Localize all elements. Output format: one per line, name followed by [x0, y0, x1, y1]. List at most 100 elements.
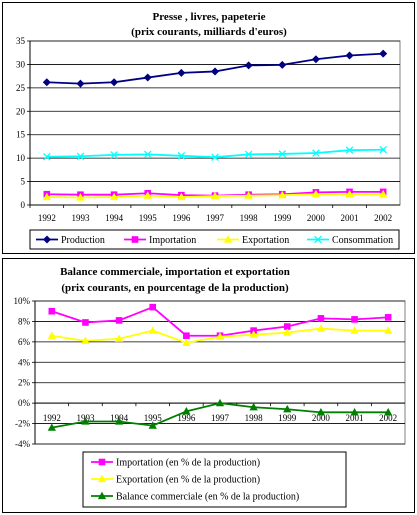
chart-1-point-s3-4	[143, 191, 152, 199]
chart-1-legend-marker	[131, 236, 139, 243]
chart-1-xtick-label: 1993	[71, 213, 90, 223]
chart-2-point-s1-3	[115, 317, 123, 324]
chart-1-xtick-label: 1999	[273, 213, 292, 223]
chart-2-xtick-label: 2002	[379, 413, 397, 423]
chart-1-series-line-4	[46, 148, 384, 159]
chart-1-point-s4-5	[177, 152, 186, 160]
chart-2-legend-label-2: Exportation (en % de la production)	[116, 475, 260, 486]
chart-1-xtick-label: 1997	[206, 213, 225, 223]
chart-2-ytick-label: 6%	[18, 337, 31, 347]
chart-1-point-s4-11	[379, 145, 387, 154]
chart-1-subtitle: (prix courants, milliards d'euros)	[131, 26, 287, 38]
chart-2-legend	[82, 451, 347, 508]
chart-2-point-s1-10	[351, 316, 358, 323]
chart-1-xtick-label: 1998	[240, 213, 259, 223]
chart-1-point-s1-3	[110, 78, 119, 87]
chart-1-point-s1-10	[345, 51, 354, 60]
chart-2-xtick-label: 1995	[144, 413, 163, 423]
chart-2-point-s2-9	[316, 324, 326, 332]
chart-1-title: Presse , livres, papeterie	[153, 11, 266, 23]
chart-1-point-s3-11	[379, 189, 388, 198]
chart-2-point-s3-6	[215, 398, 225, 407]
chart-1-legend	[29, 229, 400, 250]
chart-1-point-s1-5	[177, 68, 186, 77]
chart-2-point-s2-5	[182, 338, 191, 347]
chart-1-ytick-label: 5	[21, 177, 26, 187]
chart-2-legend-marker	[97, 491, 107, 500]
chart-2-xtick-label: 1998	[245, 413, 264, 423]
chart-2-point-s2-4	[148, 326, 157, 334]
chart-2-point-s1-9	[317, 315, 325, 322]
chart-2-title: Balance commerciale, importation et expo…	[60, 266, 290, 278]
chart-2-xtick-label: 1999	[278, 413, 297, 423]
chart-1-ytick-label: 30	[16, 59, 26, 69]
chart-1-point-s3-5	[177, 192, 186, 201]
chart-1-xtick-label: 2001	[341, 213, 359, 223]
chart-2-xtick-label: 1996	[177, 413, 196, 423]
chart-2-legend-label-3: Balance commerciale (en % de la producti…	[116, 492, 299, 503]
chart-1-ytick-label: 20	[16, 106, 26, 116]
chart-2-point-s3-2	[81, 417, 90, 425]
chart-2-legend-marker	[98, 458, 106, 466]
chart-2-subtitle: (prix courants, en pourcentage de la pro…	[61, 282, 289, 294]
chart-1-point-s3-9	[311, 189, 321, 198]
chart-1-point-s4-1	[43, 152, 51, 161]
chart-2-point-s3-11	[384, 408, 393, 416]
chart-2-xtick-label: 1992	[43, 413, 61, 423]
chart-2-point-s3-10	[350, 408, 359, 416]
chart-1-xtick-label: 1994	[105, 213, 124, 223]
chart-1-ytick-label: 15	[16, 130, 26, 140]
chart-1-point-s4-3	[110, 151, 118, 159]
chart-2-point-s2-3	[114, 334, 124, 342]
chart-1-point-s3-1	[42, 192, 51, 201]
chart-1-point-s1-7	[244, 61, 253, 70]
chart-2-point-s2-11	[384, 326, 393, 334]
chart-2-xtick-label: 2000	[312, 413, 331, 423]
chart-2-point-s2-7	[249, 330, 258, 338]
chart-2-point-s3-9	[316, 408, 326, 416]
chart-1-point-s4-8	[278, 150, 287, 158]
chart-1-point-s3-6	[210, 191, 220, 200]
chart-2-point-s1-5	[183, 332, 190, 340]
chart-1-legend-marker	[42, 235, 52, 244]
chart-1-xtick-label: 1996	[172, 213, 191, 223]
chart-1-point-s3-3	[109, 192, 119, 201]
chart-2-point-s2-2	[81, 336, 90, 344]
chart-1-point-s1-2	[76, 79, 85, 88]
chart-1-point-s1-9	[311, 55, 320, 64]
chart-1-ytick-label: 10	[16, 153, 26, 163]
chart-1-point-s3-8	[278, 190, 287, 199]
chart-1-point-s3-7	[244, 191, 253, 199]
chart-1-point-s4-6	[211, 153, 219, 161]
chart-2-point-s2-6	[215, 332, 225, 340]
chart-2-legend-label-1: Importation (en % de la production)	[116, 458, 260, 469]
chart-2-xtick-label: 2001	[346, 413, 364, 423]
chart-2-point-s3-8	[283, 404, 292, 413]
chart-2-point-s1-1	[48, 307, 56, 315]
chart-1-legend-label-4: Consommation	[332, 235, 393, 246]
chart-2-point-s3-4	[148, 421, 157, 429]
chart-2-point-s1-11	[384, 314, 392, 321]
chart-1-point-s1-6	[210, 67, 220, 76]
chart-2-ytick-label: 4%	[18, 357, 31, 367]
chart-2-svg: Balance commerciale, importation et expo…	[14, 266, 406, 508]
chart-1-xtick-label: 2000	[307, 213, 326, 223]
chart-1-point-s3-10	[345, 189, 354, 198]
chart-2-ytick-label: -4%	[15, 439, 30, 449]
chart-2-point-s1-4	[149, 303, 157, 311]
chart-1-ytick-label: 25	[16, 83, 26, 93]
chart-1-ytick-label: 35	[16, 36, 26, 46]
chart-2-point-s2-1	[47, 331, 56, 339]
chart-2-xtick-label: 1997	[211, 413, 230, 423]
chart-panel-2: Balance commerciale, importation et expo…	[2, 258, 415, 513]
chart-2-point-s2-10	[350, 326, 359, 334]
chart-2-point-s1-2	[82, 319, 89, 326]
chart-1-point-s4-2	[76, 152, 85, 161]
chart-1-point-s4-10	[345, 146, 354, 154]
chart-2-ytick-label: 2%	[18, 378, 31, 388]
chart-2-point-s3-5	[182, 406, 191, 415]
chart-2-point-s3-3	[114, 417, 124, 425]
chart-1-point-s1-11	[379, 49, 388, 58]
chart-1-point-s4-9	[312, 149, 320, 157]
chart-1-legend-label-1: Production	[61, 235, 105, 246]
